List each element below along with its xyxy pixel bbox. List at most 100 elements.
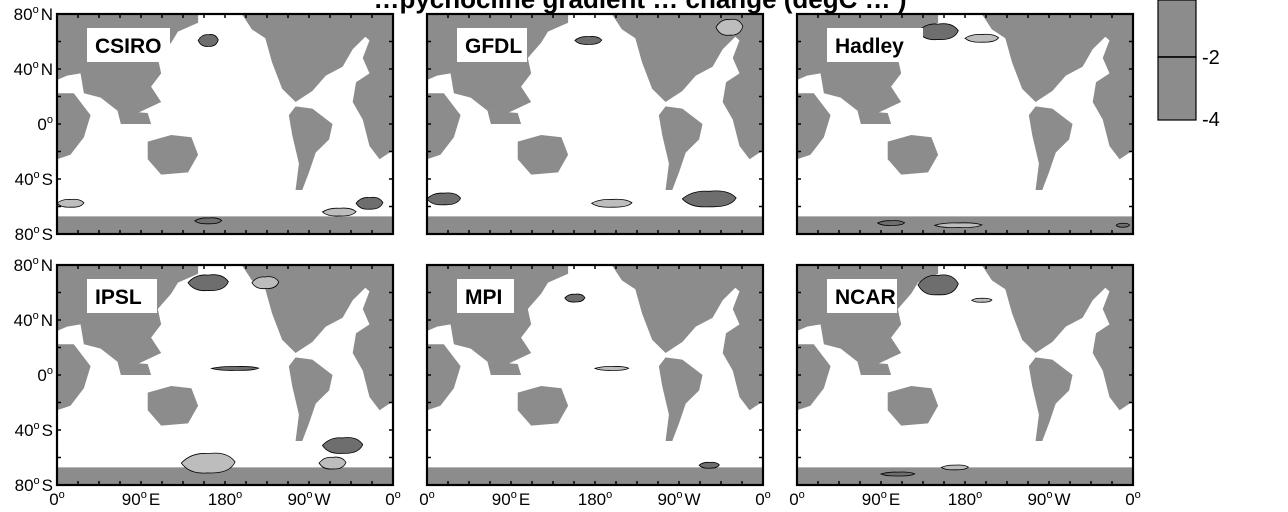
land-region-6 bbox=[288, 106, 333, 190]
colorbar-swatch-upper bbox=[1157, 0, 1197, 58]
land-region-6 bbox=[288, 357, 333, 441]
land-region-8 bbox=[57, 216, 393, 234]
anomaly-patch-1 bbox=[564, 293, 586, 303]
land-region-5 bbox=[981, 265, 1133, 353]
panel-label-box bbox=[87, 279, 157, 313]
panel-label: CSIRO bbox=[95, 35, 162, 58]
land-region-3 bbox=[117, 110, 152, 124]
panel-label: GFDL bbox=[465, 35, 522, 58]
panel-label-box bbox=[827, 28, 923, 62]
land-region-5 bbox=[981, 14, 1133, 102]
land-region-7 bbox=[722, 14, 763, 160]
panel-label-box bbox=[87, 28, 170, 62]
anomaly-patch-4 bbox=[940, 464, 969, 471]
anomaly-patch-4 bbox=[321, 207, 357, 217]
land-region-8 bbox=[797, 467, 1133, 485]
panel-ipsl: IPSL bbox=[55, 263, 395, 487]
anomaly-patch-2 bbox=[970, 297, 993, 303]
land-region-3 bbox=[857, 361, 892, 375]
panel-label: MPI bbox=[465, 286, 502, 309]
land-region-5 bbox=[241, 265, 393, 353]
panel-hadley: Hadley bbox=[795, 12, 1135, 236]
panel-mpi: MPI bbox=[425, 263, 765, 487]
land-mask bbox=[57, 265, 393, 485]
anomaly-patch-1 bbox=[574, 36, 603, 45]
land-region-8 bbox=[427, 467, 763, 485]
x-tick-label: 90o W bbox=[287, 489, 330, 509]
anomaly-patch-3 bbox=[210, 366, 260, 371]
land-region-2 bbox=[797, 93, 831, 160]
x-tick-label: 180o bbox=[208, 489, 243, 509]
colorbar-label-minus4: -4 bbox=[1202, 109, 1220, 131]
anomaly-patch-2 bbox=[251, 276, 280, 290]
anomaly-patch-2 bbox=[964, 33, 1000, 43]
panel-label-box bbox=[827, 279, 897, 313]
land-region-7 bbox=[1092, 14, 1133, 160]
figure-title: …pycnocline gradient … change (degC … ) bbox=[373, 0, 906, 14]
x-tick-label: 0o bbox=[755, 489, 771, 509]
land-region-7 bbox=[1092, 265, 1133, 411]
anomaly-patch-6 bbox=[318, 456, 347, 470]
panel-label: NCAR bbox=[835, 286, 896, 309]
anomaly-patch-1 bbox=[187, 274, 229, 292]
panel-label: Hadley bbox=[835, 35, 904, 58]
x-tick-label: 90o E bbox=[862, 489, 900, 509]
land-region-6 bbox=[658, 106, 703, 190]
anomaly-patch-5 bbox=[1115, 222, 1131, 228]
land-region-2 bbox=[427, 344, 461, 411]
land-region-7 bbox=[722, 265, 763, 411]
land-region-3 bbox=[487, 361, 522, 375]
x-tick-label: 180o bbox=[948, 489, 983, 509]
land-region-2 bbox=[797, 344, 831, 411]
x-tick-label: 90o E bbox=[122, 489, 160, 509]
x-tick-label: 0o bbox=[789, 489, 805, 509]
land-region-3 bbox=[117, 361, 152, 375]
land-region-4 bbox=[517, 135, 569, 175]
land-region-7 bbox=[352, 14, 393, 160]
land-region-6 bbox=[1028, 106, 1073, 190]
anomaly-patch-4 bbox=[933, 222, 983, 229]
x-tick-label: 0o bbox=[49, 489, 65, 509]
anomaly-patch-5 bbox=[681, 190, 737, 208]
y-tick-label: 80o S bbox=[15, 475, 53, 495]
anomaly-patch-5 bbox=[194, 217, 223, 225]
y-tick-label: 0o bbox=[37, 114, 53, 134]
land-region-5 bbox=[611, 14, 763, 102]
anomaly-patch-4 bbox=[590, 198, 633, 208]
x-tick-label: 0o bbox=[1125, 489, 1141, 509]
land-region-2 bbox=[57, 93, 91, 160]
x-tick-label: 180o bbox=[578, 489, 613, 509]
colorbar-label-minus2: -2 bbox=[1202, 47, 1220, 69]
x-tick-label: 0o bbox=[385, 489, 401, 509]
y-tick-label: 40o S bbox=[15, 420, 53, 440]
land-region-4 bbox=[887, 386, 939, 426]
colorbar: -2 -4 bbox=[1157, 0, 1220, 131]
land-region-3 bbox=[857, 110, 892, 124]
land-region-6 bbox=[1028, 357, 1073, 441]
anomaly-patch-2 bbox=[593, 366, 630, 371]
land-region-8 bbox=[57, 467, 393, 485]
panel-label-box bbox=[457, 28, 527, 62]
panel-label-box bbox=[457, 279, 514, 313]
panel-gfdl: GFDL bbox=[425, 12, 765, 236]
anomaly-patch-3 bbox=[355, 196, 384, 210]
land-mask bbox=[797, 265, 1133, 485]
anomaly-patch-1 bbox=[197, 34, 219, 47]
land-region-8 bbox=[427, 216, 763, 234]
y-tick-label: 80o N bbox=[14, 255, 53, 275]
y-tick-label: 40o S bbox=[15, 169, 53, 189]
anomaly-patch-4 bbox=[180, 452, 236, 474]
x-tick-label: 0o bbox=[419, 489, 435, 509]
anomaly-patch-3 bbox=[698, 461, 720, 469]
anomaly-patch-5 bbox=[321, 437, 364, 454]
land-region-3 bbox=[487, 110, 522, 124]
land-region-4 bbox=[517, 386, 569, 426]
anomaly-patch-3 bbox=[426, 192, 462, 206]
anomaly-patch-3 bbox=[879, 471, 916, 477]
land-region-2 bbox=[427, 93, 461, 160]
anomaly-patch-2 bbox=[56, 198, 85, 208]
colorbar-swatch-lower bbox=[1157, 56, 1197, 121]
land-region-4 bbox=[887, 135, 939, 175]
land-region-2 bbox=[57, 344, 91, 411]
